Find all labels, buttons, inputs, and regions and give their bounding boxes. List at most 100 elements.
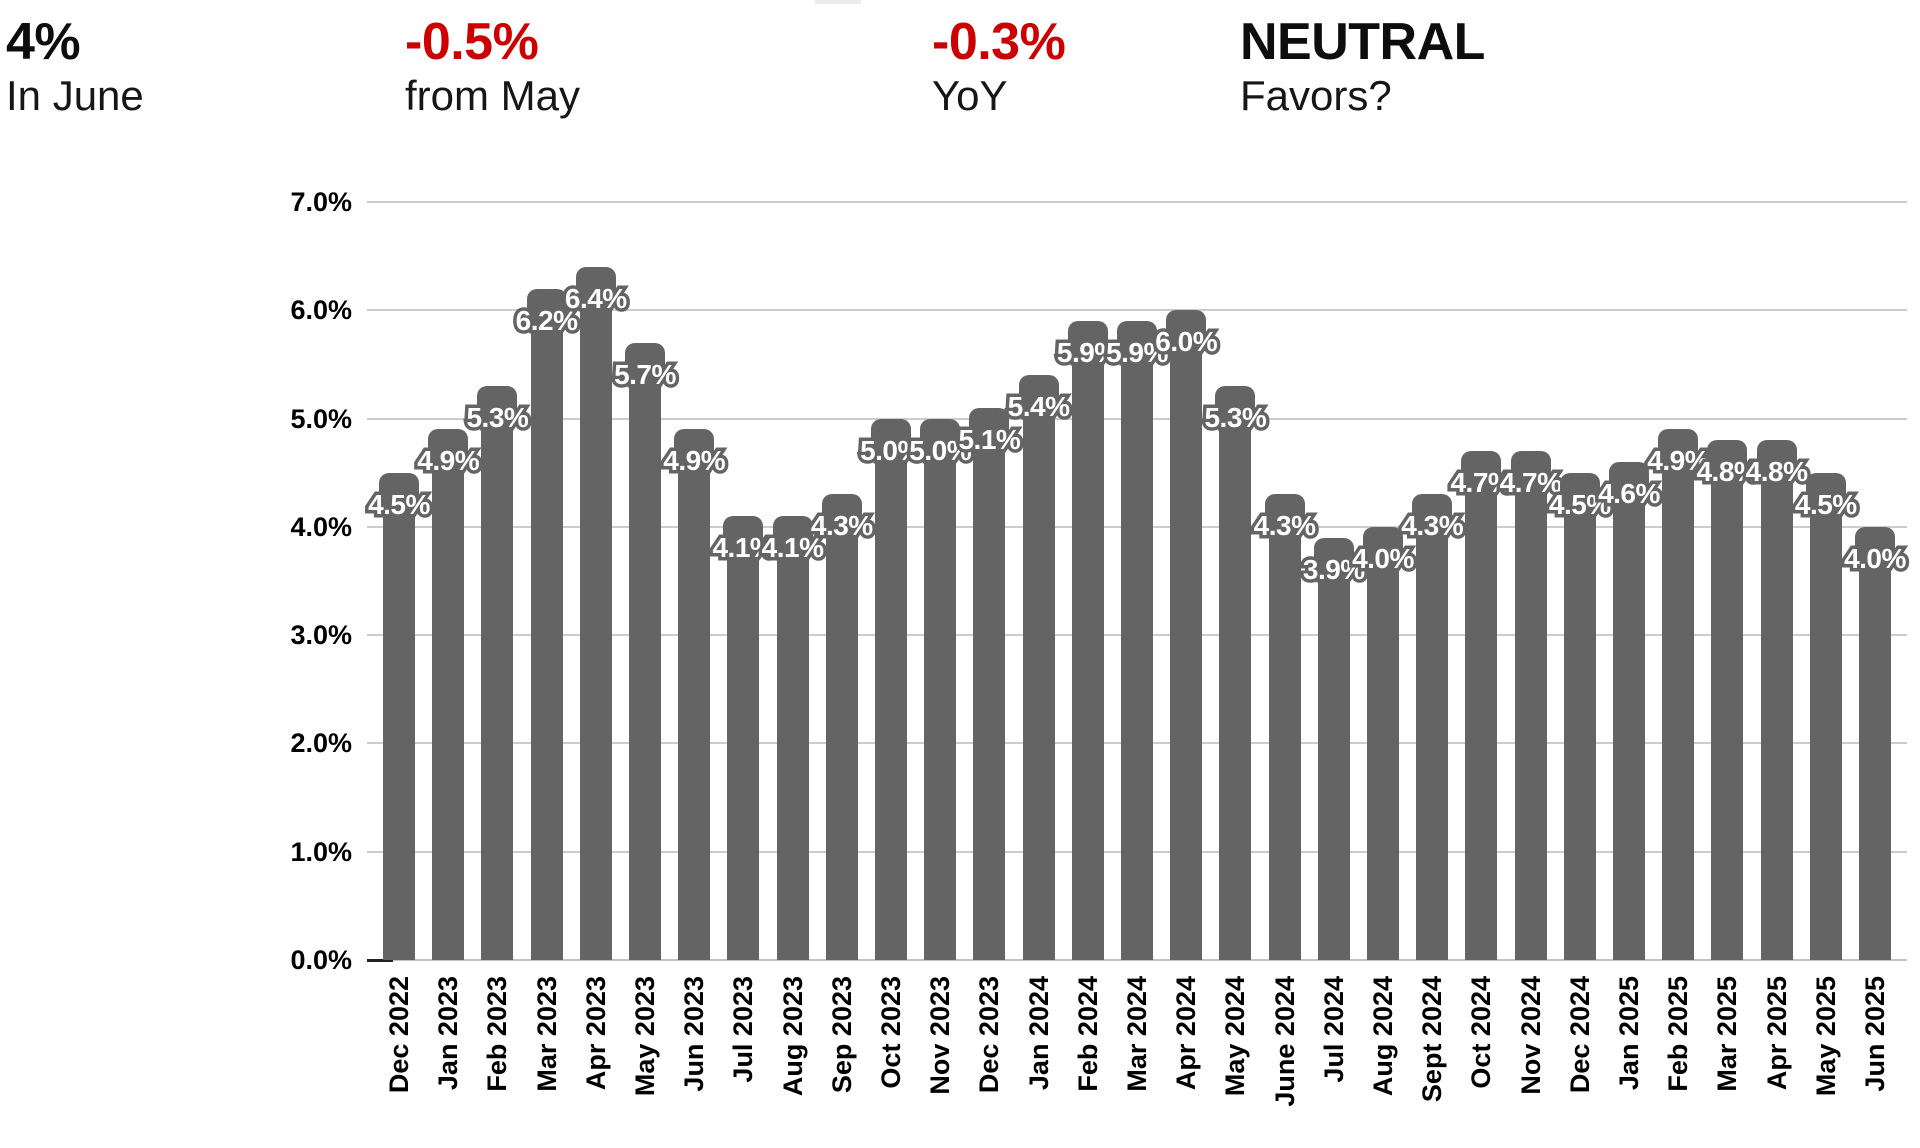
bar-cap [1412, 494, 1453, 539]
x-axis-month-label: May 2024 [1220, 976, 1251, 1097]
bar [530, 310, 563, 960]
bar-value-label-outline: 4.3% [1398, 507, 1467, 545]
bar [1760, 462, 1793, 960]
bar-cap [625, 342, 665, 387]
x-axis-month-label: Jan 2025 [1614, 976, 1644, 1091]
bar-value-label: 5.0% 5.0% [821, 431, 961, 469]
cropped-title-fragment [815, 0, 861, 4]
bar-value-label-text: 5.4% [1007, 391, 1070, 423]
bar [1662, 451, 1695, 960]
bar-value-label: 4.8% 4.8% [1707, 453, 1847, 491]
bar-value-label-outline: 6.2% [512, 301, 581, 339]
bar-value-label: 5.9% 5.9% [1018, 334, 1158, 372]
bar-value-label-text: 6.0% [1155, 326, 1218, 358]
bar-value-label-outline: 4.6% [1595, 474, 1664, 512]
bar [1022, 397, 1055, 960]
bar-cap [1756, 440, 1797, 485]
y-axis-tick-label: 2.0% [290, 728, 352, 759]
bar-value-label: 5.3% 5.3% [1165, 399, 1305, 437]
bar-value-label: 6.2% 6.2% [477, 301, 617, 339]
bar [1514, 472, 1547, 960]
gridline [367, 200, 1907, 203]
x-axis-month-label: Jul 2023 [728, 976, 759, 1083]
bar [727, 537, 760, 960]
bar-value-label-text: 4.3% [1401, 510, 1464, 542]
stat-label: YoY [932, 72, 1008, 119]
bar-cap [1166, 310, 1207, 355]
bar-value-label: 4.9% 4.9% [378, 442, 518, 480]
bar-value-label: 4.5% 4.5% [1510, 485, 1650, 523]
x-axis-month-label: June 2024 [1269, 976, 1300, 1107]
bar-value-label: 5.4% 5.4% [969, 388, 1109, 426]
bar-value-label-text: 4.3% [1253, 510, 1316, 542]
bar-cap [1609, 461, 1649, 506]
bar-value-label-outline: 4.5% [365, 485, 434, 523]
bar-cap [477, 386, 518, 430]
bar-cap [1559, 472, 1600, 517]
bar [1071, 343, 1104, 960]
x-axis-month-label: May 2023 [630, 976, 660, 1097]
x-axis-month-label: Apr 2025 [1761, 976, 1792, 1091]
bar-value-label: 4.1% 4.1% [723, 528, 863, 566]
bar-value-label-text: 4.0% [1352, 542, 1414, 574]
stat-label: In June [6, 72, 144, 119]
bar-cap [674, 429, 715, 474]
bar-cap [1461, 450, 1502, 495]
bar-value-label: 4.9% 4.9% [1608, 442, 1748, 480]
x-axis-month-label: Dec 2022 [384, 976, 414, 1094]
x-axis-month-label: Dec 2024 [1564, 976, 1595, 1094]
bar [1613, 483, 1645, 960]
bar [579, 288, 612, 960]
bar-value-label: 4.3% 4.3% [772, 507, 912, 545]
bar-value-label: 5.3% 5.3% [427, 399, 567, 437]
bar-value-label: 4.7% 4.7% [1461, 463, 1601, 501]
x-axis-month-label: Nov 2023 [925, 976, 956, 1095]
bar-value-label-text: 4.5% [368, 488, 430, 520]
bar-cap [1363, 526, 1403, 571]
x-axis-month-label: Jun 2023 [679, 976, 710, 1092]
bar-value-label-outline: 4.0% [1841, 539, 1910, 577]
bar [776, 537, 809, 960]
bar-value-label-outline: 6.4% [561, 279, 630, 317]
bar-value-label-outline: 5.9% [1053, 334, 1122, 372]
bar-value-label-text: 4.9% [663, 445, 726, 477]
bar-value-label: 4.3% 4.3% [1362, 507, 1502, 545]
bar-cap [575, 266, 616, 311]
bar-value-label-text: 4.8% [1696, 456, 1759, 488]
bar-value-label-text: 3.9% [1302, 553, 1365, 585]
stat-value: 4% [6, 13, 81, 71]
x-axis-month-label: Jan 2023 [433, 976, 464, 1091]
bar [1809, 494, 1842, 960]
bar [875, 440, 907, 960]
bar-cap [920, 418, 961, 463]
bar-cap [871, 418, 911, 463]
bar-cap [1067, 321, 1108, 366]
bar-value-label: 4.9% 4.9% [624, 442, 764, 480]
bar-value-label: 6.4% 6.4% [526, 279, 666, 317]
bar-value-label-text: 4.6% [1598, 477, 1660, 509]
x-axis-month-label: Sep 2023 [826, 976, 857, 1094]
x-axis-month-label: Jan 2024 [1023, 976, 1054, 1091]
bar-cap [821, 494, 862, 539]
x-axis-month-label: Mar 2023 [531, 976, 562, 1092]
bar-value-label: 5.0% 5.0% [870, 431, 1010, 469]
bar-value-label-text: 4.5% [1548, 488, 1611, 520]
bar-value-label-text: 4.5% [1794, 488, 1857, 520]
bar-cap [723, 515, 764, 560]
bar-value-label-text: 5.1% [958, 423, 1021, 455]
bar [1416, 516, 1449, 960]
bar-value-label-outline: 5.0% [857, 431, 926, 469]
bar-cap [1264, 494, 1305, 539]
bar-value-label-text: 5.9% [1106, 337, 1168, 369]
bar [481, 408, 514, 960]
bar [1268, 516, 1301, 960]
stat-value: -0.5% [405, 13, 539, 71]
bar-value-label-text: 6.2% [515, 304, 578, 336]
stat-current-rate: 4% In June [6, 14, 144, 120]
x-axis-month-label: Feb 2025 [1663, 976, 1694, 1092]
y-axis-tick-label: 0.0% [290, 945, 352, 975]
bar-cap [1215, 386, 1256, 430]
bar [1367, 548, 1399, 960]
bar-value-label-outline: 3.9% [1299, 550, 1368, 588]
